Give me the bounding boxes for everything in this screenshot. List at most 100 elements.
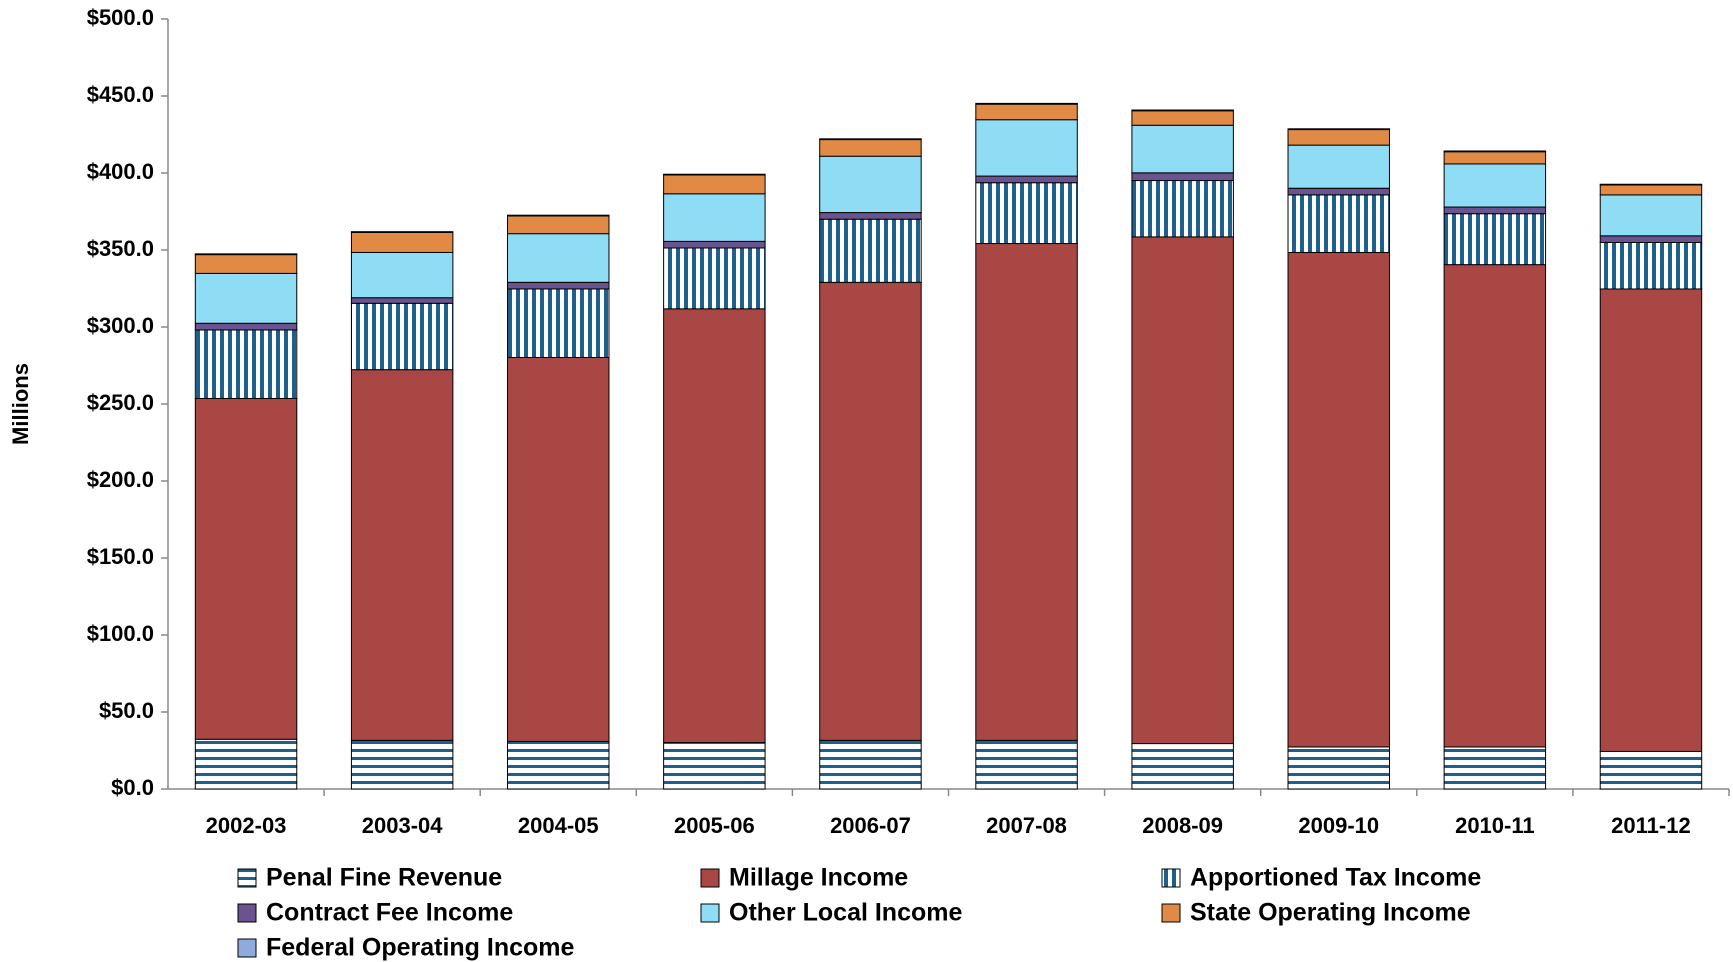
bar-segment [194,272,298,324]
bar-segment [663,308,766,743]
y-tick-label: $300.0 [87,313,154,338]
bar-segment [663,174,766,195]
x-tick-label: 2003-04 [362,813,444,838]
bar-segment [1443,213,1547,266]
bar-segment [1599,194,1703,237]
bar-segment [663,173,766,176]
bar-segment [194,254,298,274]
bar-segment [350,231,454,233]
bar-segment [1599,241,1703,290]
y-tick-label: $250.0 [87,390,154,415]
bar-segment [975,102,1078,105]
bar-segment [1131,180,1234,238]
bar-segment [507,233,610,283]
legend-label: State Operating Income [1190,899,1471,927]
x-tick-label: 2011-12 [1611,813,1691,838]
bar-segment [1443,206,1547,215]
legend-swatch [1161,903,1181,923]
legend-swatch [237,938,257,958]
bar-segment [350,251,454,299]
bar-segment [819,281,922,741]
bar-segment [975,739,1078,790]
bar-segment [1287,144,1390,189]
bar-segment [1599,183,1703,186]
bar-segment [350,369,454,741]
bar-segment [507,356,610,742]
legend-label: Contract Fee Income [266,899,513,927]
bar-segment [663,247,766,310]
y-tick-label: $150.0 [87,544,154,569]
legend-label: Federal Operating Income [266,934,575,962]
bar-segment [819,739,922,790]
bar-segment [1287,251,1390,748]
bar-segment [1287,194,1390,253]
y-tick-label: $0.0 [111,775,154,800]
bar-segment [1131,172,1234,182]
legend-swatch [237,903,257,923]
bar-segment [1443,264,1547,748]
y-tick-label: $350.0 [87,236,154,261]
bar-segment [350,302,454,371]
bar-segment [507,740,610,790]
bar-segment [1287,746,1390,790]
legend-swatch [700,903,720,923]
bar-segment [1599,288,1703,752]
bar-segment [1599,184,1703,196]
bar-segment [507,215,610,235]
bar-segment [1131,124,1234,174]
bar-segment [194,738,298,790]
bar-segment [975,103,1078,121]
bar-segment [194,329,298,399]
bar-segment [350,739,454,790]
bar-segment [819,212,922,220]
bar-segment [975,175,1078,184]
bar-segment [507,214,610,217]
bar-segment [663,741,766,790]
bar-segment [663,193,766,242]
bar-segment [1131,109,1234,112]
x-tick-label: 2006-07 [830,813,911,838]
y-tick-label: $50.0 [99,698,154,723]
bar-segment [1131,743,1234,790]
bar-segment [194,397,298,740]
legend-label: Apportioned Tax Income [1190,864,1481,892]
bar-segment [1443,150,1547,153]
bar-segment [194,253,298,256]
x-tick-label: 2010-11 [1455,813,1535,838]
bar-segment [350,297,454,304]
bar-segment [507,281,610,290]
legend-label: Millage Income [729,864,908,892]
y-tick-label: $400.0 [87,159,154,184]
x-tick-label: 2004-05 [518,813,599,838]
bar-segment [1287,187,1390,196]
bar-segment [1599,750,1703,790]
y-tick-label: $500.0 [87,5,154,30]
bar-segment [194,322,298,331]
y-axis-label: Millions [8,363,33,445]
x-tick-label: 2005-06 [674,813,755,838]
bar-segment [507,288,610,358]
bar-segment [975,182,1078,245]
bar-segment [1443,163,1547,208]
x-tick-label: 2008-09 [1142,813,1223,838]
y-tick-label: $200.0 [87,467,154,492]
bar-segment [1287,129,1390,146]
legend-label: Penal Fine Revenue [266,864,502,892]
bar-segment [1443,151,1547,165]
y-tick-label: $450.0 [87,82,154,107]
bar-segment [1443,746,1547,790]
bar-segment [663,240,766,249]
bar-segment [1131,110,1234,126]
x-tick-label: 2007-08 [986,813,1067,838]
legend-swatch [1161,868,1181,888]
bar-segment [350,231,454,253]
legend-label: Other Local Income [729,899,962,927]
bar-segment [975,243,1078,741]
bar-segment [975,119,1078,177]
bar-segment [1287,128,1390,131]
bar-segment [819,139,922,157]
x-tick-label: 2009-10 [1298,813,1379,838]
bar-segment [1131,236,1234,745]
bar-segment [819,138,922,141]
